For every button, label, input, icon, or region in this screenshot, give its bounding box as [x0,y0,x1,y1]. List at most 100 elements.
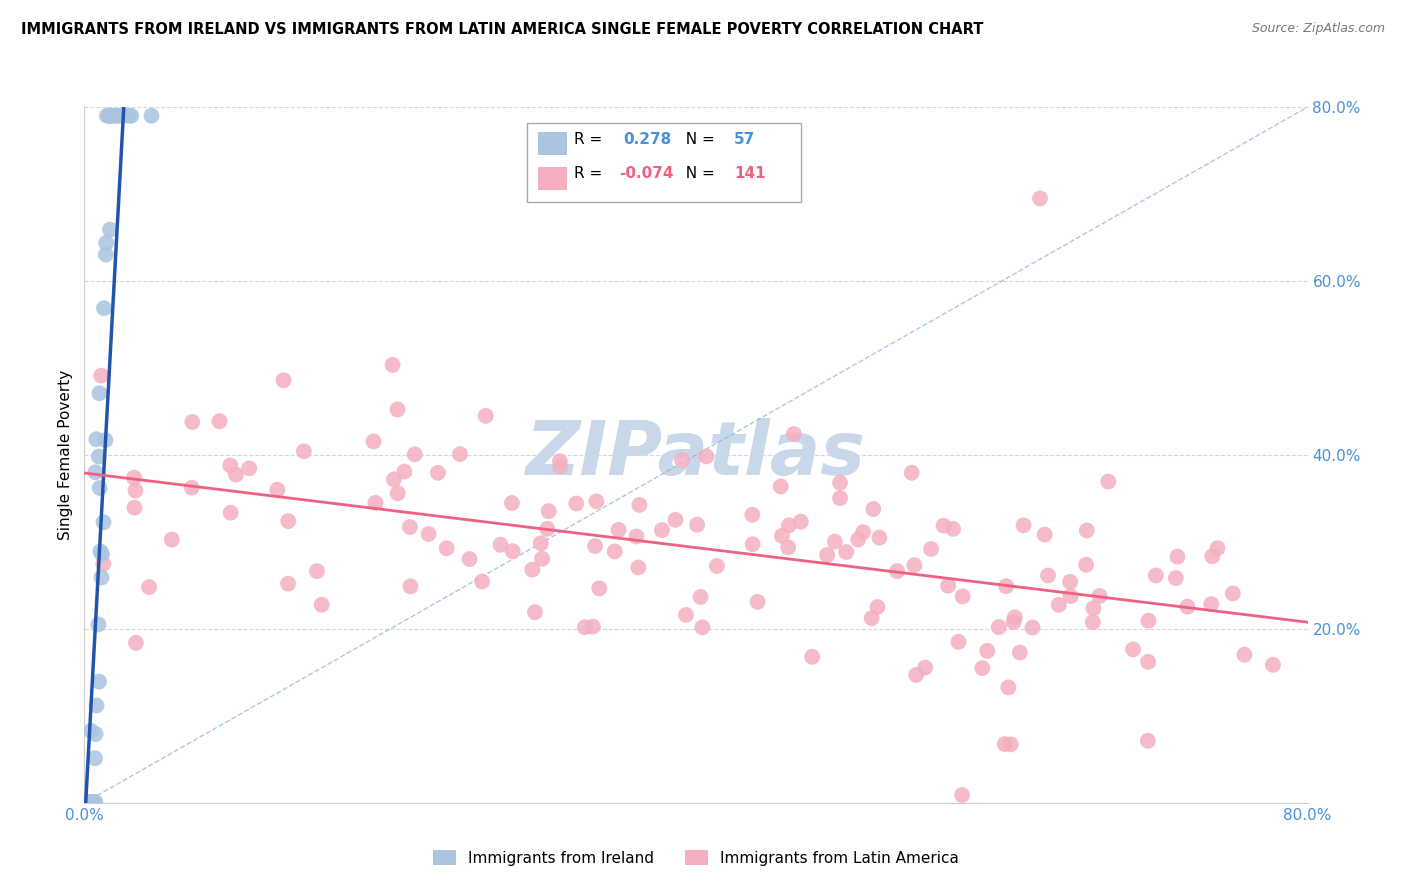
Immigrants from Latin America [1261,657,1284,672]
Immigrants from Latin America [364,496,387,510]
Immigrants from Ireland [84,751,107,765]
Immigrants from Latin America [790,515,813,529]
Immigrants from Ireland [98,109,121,123]
Immigrants from Latin America [1036,568,1059,582]
Immigrants from Latin America [868,531,890,545]
Immigrants from Latin America [603,544,626,558]
Immigrants from Latin America [219,506,242,520]
Immigrants from Latin America [828,475,851,490]
Immigrants from Latin America [277,514,299,528]
Immigrants from Latin America [815,548,838,562]
Immigrants from Ireland [76,795,98,809]
Immigrants from Latin America [1021,620,1043,634]
Immigrants from Ireland [87,617,110,632]
Immigrants from Ireland [100,109,122,123]
Immigrants from Latin America [311,598,333,612]
Immigrants from Latin America [860,611,883,625]
Immigrants from Ireland [98,222,121,236]
Immigrants from Latin America [474,409,496,423]
Immigrants from Latin America [124,483,146,498]
Immigrants from Latin America [1033,527,1056,541]
Immigrants from Ireland [86,698,108,713]
Text: N =: N = [676,166,720,181]
Immigrants from Latin America [627,560,650,574]
Immigrants from Latin America [1047,598,1070,612]
Immigrants from Ireland [89,481,111,495]
Immigrants from Latin America [219,458,242,473]
Immigrants from Latin America [381,358,404,372]
Immigrants from Latin America [987,620,1010,634]
Immigrants from Ireland [141,109,163,123]
Immigrants from Ireland [93,301,115,315]
Immigrants from Latin America [1222,586,1244,600]
Immigrants from Latin America [905,668,928,682]
Immigrants from Latin America [1029,191,1052,205]
Immigrants from Latin America [585,494,607,508]
Immigrants from Latin America [238,461,260,475]
Immigrants from Latin America [628,498,651,512]
Immigrants from Latin America [1076,524,1098,538]
Immigrants from Latin America [225,467,247,482]
Immigrants from Ireland [117,109,139,123]
Immigrants from Ireland [80,795,103,809]
Immigrants from Latin America [181,415,204,429]
Immigrants from Latin America [936,579,959,593]
Immigrants from Ireland [82,795,104,809]
Immigrants from Ireland [75,795,97,809]
Immigrants from Latin America [582,620,605,634]
Immigrants from Ireland [91,547,114,561]
Immigrants from Latin America [208,414,231,428]
Immigrants from Latin America [583,539,606,553]
Immigrants from Latin America [1206,541,1229,556]
Immigrants from Latin America [180,481,202,495]
Immigrants from Latin America [801,649,824,664]
Immigrants from Ireland [86,432,108,446]
Immigrants from Ireland [87,674,110,689]
Immigrants from Latin America [404,447,426,461]
Immigrants from Latin America [524,605,547,619]
Immigrants from Latin America [828,491,851,505]
Text: -0.074: -0.074 [619,166,673,181]
Immigrants from Latin America [948,635,970,649]
Immigrants from Latin America [741,537,763,551]
Immigrants from Latin America [536,522,558,536]
Immigrants from Latin America [574,620,596,634]
Immigrants from Latin America [522,563,544,577]
Immigrants from Ireland [79,795,101,809]
Immigrants from Ireland [76,795,98,809]
Immigrants from Ireland [79,795,101,809]
Immigrants from Latin America [382,472,405,486]
Immigrants from Ireland [75,795,97,809]
Immigrants from Latin America [1137,614,1160,628]
Immigrants from Latin America [501,496,523,510]
Immigrants from Latin America [277,576,299,591]
Immigrants from Ireland [76,795,98,809]
Immigrants from Latin America [1177,599,1199,614]
Immigrants from Latin America [1201,597,1223,611]
Immigrants from Latin America [995,579,1018,593]
Immigrants from Latin America [900,466,922,480]
Immigrants from Latin America [903,558,925,573]
Immigrants from Latin America [1088,589,1111,603]
Immigrants from Latin America [458,552,481,566]
Immigrants from Latin America [138,580,160,594]
Immigrants from Latin America [920,541,942,556]
Immigrants from Ireland [84,727,107,741]
Immigrants from Latin America [664,513,686,527]
Immigrants from Ireland [94,247,117,261]
Immigrants from Latin America [852,525,875,540]
Immigrants from Latin America [449,447,471,461]
Immigrants from Latin America [394,465,416,479]
Immigrants from Ireland [79,795,101,809]
Immigrants from Ireland [105,109,128,123]
Immigrants from Latin America [769,479,792,493]
Immigrants from Latin America [565,496,588,510]
Immigrants from Latin America [932,518,955,533]
Immigrants from Latin America [675,607,697,622]
Immigrants from Latin America [972,661,994,675]
Immigrants from Latin America [1233,648,1256,662]
Immigrants from Latin America [706,558,728,573]
Immigrants from Latin America [824,534,846,549]
Immigrants from Latin America [695,450,717,464]
Immigrants from Ireland [111,109,134,123]
